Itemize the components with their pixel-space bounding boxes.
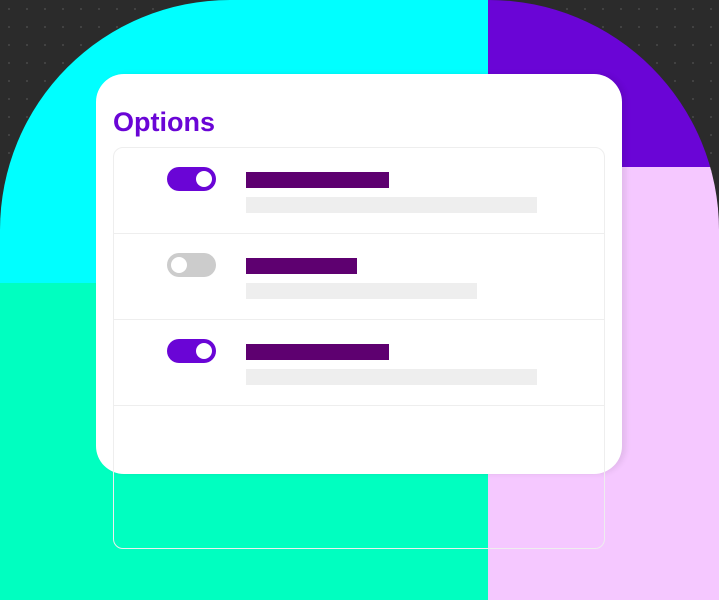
option-description-placeholder: [246, 197, 537, 213]
toggle-knob: [196, 343, 212, 359]
option-toggle[interactable]: [167, 167, 216, 191]
option-toggle[interactable]: [167, 253, 216, 277]
option-title-placeholder: [246, 258, 357, 274]
option-title-placeholder: [246, 172, 389, 188]
list-item: [114, 234, 604, 320]
option-toggle[interactable]: [167, 339, 216, 363]
toggle-knob: [196, 171, 212, 187]
toggle-knob: [171, 257, 187, 273]
option-description-placeholder: [246, 369, 537, 385]
list-item: [114, 148, 604, 234]
option-description-placeholder: [246, 283, 477, 299]
list-item: [114, 406, 604, 491]
option-title-placeholder: [246, 344, 389, 360]
options-card: Options: [96, 74, 622, 549]
options-list: [113, 147, 605, 549]
list-item: [114, 320, 604, 406]
card-title: Options: [113, 107, 215, 137]
